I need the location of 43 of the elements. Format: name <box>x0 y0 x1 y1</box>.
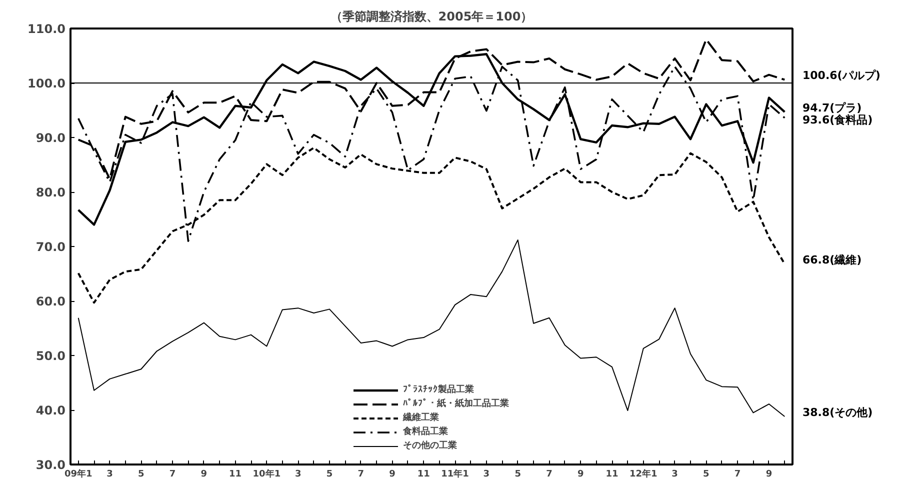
legend-label: 繊維工業 <box>403 411 439 424</box>
y-tick-label: 60.0 <box>36 294 66 308</box>
x-tick-label: 9 <box>766 470 772 480</box>
text: 93.6(食料品) <box>802 113 873 126</box>
y-tick-label: 40.0 <box>36 404 66 418</box>
x-tick-label: 12年1 <box>630 468 658 480</box>
legend-label: ﾊﾟﾙﾌﾟ・紙・紙加工品工業 <box>403 397 509 410</box>
x-tick-label: 7 <box>169 470 176 480</box>
x-tick-label: 3 <box>672 470 678 480</box>
text: 38.8(その他) <box>802 406 873 420</box>
x-tick-label: 11年1 <box>441 468 469 480</box>
x-tick-label: 9 <box>577 470 584 480</box>
legend-label: ﾌﾟﾗｽﾁｯｸ製品工業 <box>403 383 474 396</box>
y-tick-label: 110.0 <box>28 22 66 36</box>
y-tick-label: 80.0 <box>36 186 66 200</box>
x-tick-label: 5 <box>514 470 521 480</box>
x-tick-label: 9 <box>389 470 396 480</box>
x-tick-label: 5 <box>138 470 144 480</box>
x-tick-label: 10年1 <box>252 468 281 480</box>
x-tick-label: 11 <box>417 470 430 480</box>
y-tick-label: 70.0 <box>36 240 66 254</box>
text: 100.6(パルプ) <box>802 69 880 82</box>
x-tick-label: 5 <box>703 470 710 480</box>
y-tick-label: 90.0 <box>36 131 66 145</box>
text: 66.8(繊維) <box>802 253 862 266</box>
y-tick-label: 30.0 <box>36 458 66 472</box>
y-tick-label: 100.0 <box>28 76 66 90</box>
y-tick-label: 50.0 <box>36 349 66 363</box>
x-tick-label: 7 <box>546 470 552 480</box>
x-tick-label: 5 <box>326 470 333 480</box>
x-tick-label: 3 <box>294 470 302 480</box>
x-tick-label: 3 <box>483 470 490 480</box>
x-tick-label: 3 <box>106 470 113 480</box>
x-tick-label: 7 <box>358 470 364 480</box>
x-tick-label: 11 <box>229 470 242 480</box>
legend-label: 食料品工業 <box>403 425 448 438</box>
text: 94.7(プラ) <box>802 101 862 114</box>
x-tick-label: 09年1 <box>64 468 92 480</box>
x-tick-label: 11 <box>606 470 618 480</box>
chart-title: （季節調整済指数、2005年＝100） <box>330 10 533 24</box>
x-tick-label: 7 <box>734 470 741 480</box>
legend-label: その他の工業 <box>403 440 457 452</box>
x-tick-label: 9 <box>200 470 208 480</box>
